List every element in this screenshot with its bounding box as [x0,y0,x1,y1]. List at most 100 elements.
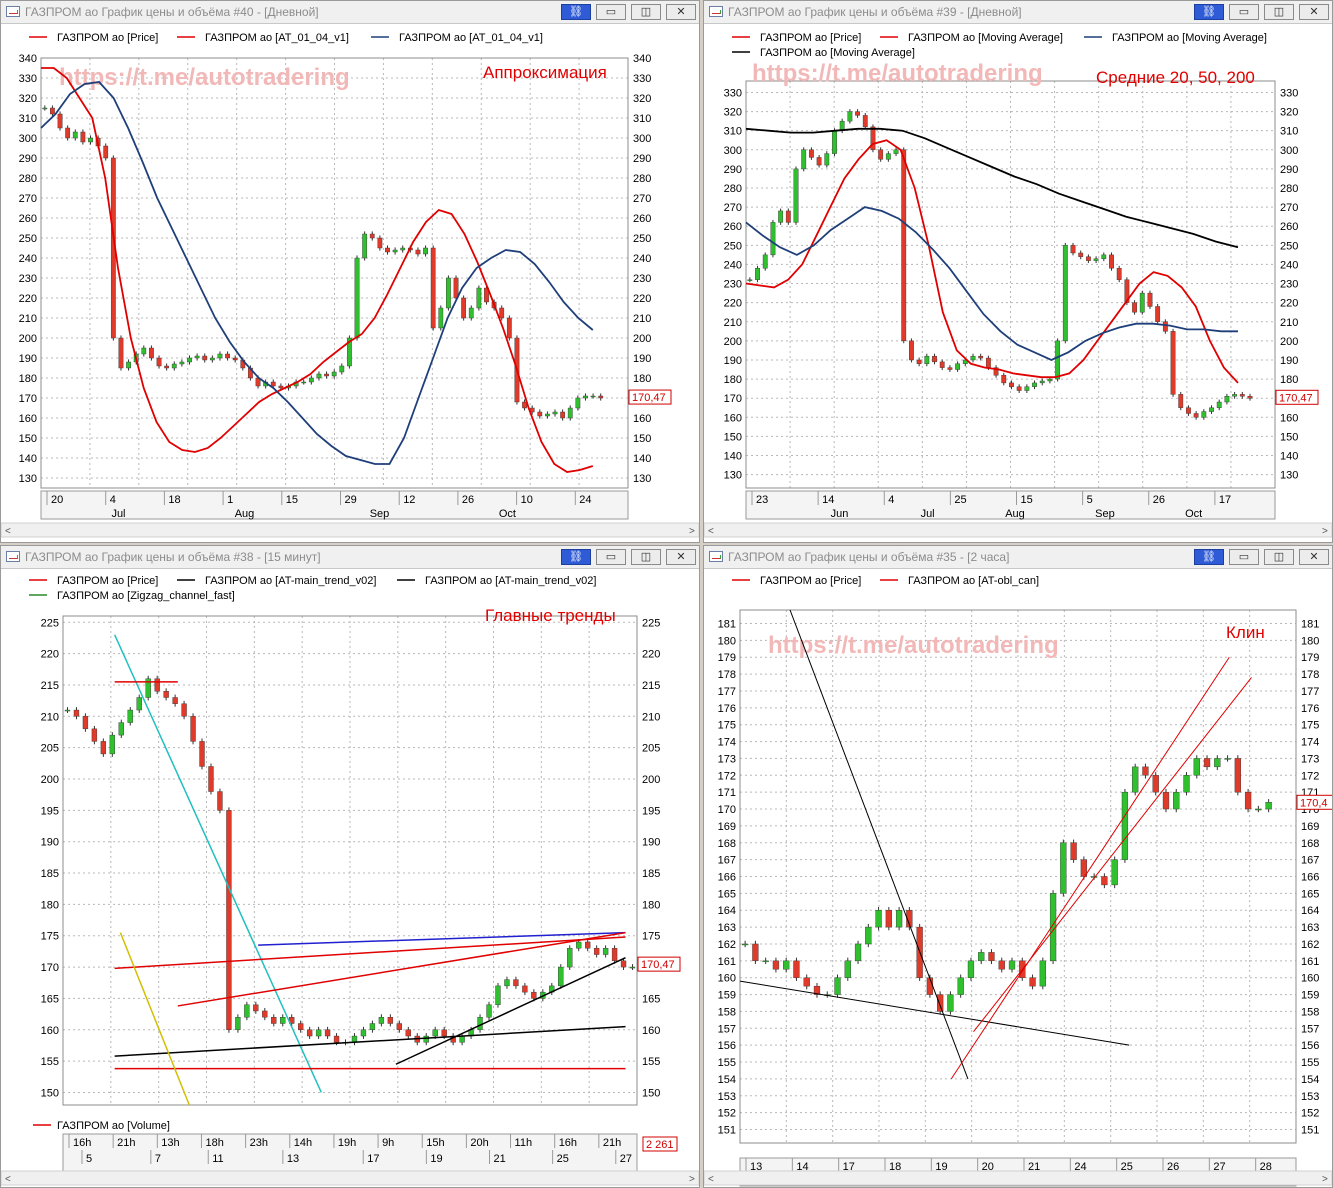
candle [895,910,903,928]
chart-app-icon [709,551,723,562]
candle [1203,758,1211,768]
y-tick-label: 175 [1301,720,1319,732]
window-titlebar[interactable]: ГАЗПРОМ ао График цены и объёма #39 - [Д… [704,1,1332,24]
candle [537,411,543,417]
legend-label: ГАЗПРОМ ао [Moving Average] [760,47,915,59]
y-tick-label: 260 [1280,221,1298,233]
candle [1101,876,1108,886]
close-icon[interactable]: ✕ [666,4,696,20]
y-tick-label: 290 [633,153,651,165]
candle [154,678,160,692]
legend-label: ГАЗПРОМ ао [AT_01_04_v1] [205,32,349,44]
x-tick-label: 4 [888,494,894,506]
candle [468,307,474,319]
y-tick-label: 290 [724,164,742,176]
candle [978,952,985,962]
y-tick-label: 180 [642,899,660,911]
link-icon[interactable]: ⛓ [1194,4,1224,20]
price-chart[interactable]: ГАЗПРОМ ао [Price] ГАЗПРОМ ао [Moving Ave… [704,23,1332,542]
candle [567,948,573,968]
y-tick-label: 220 [19,293,37,305]
x-tick-label: 16h [559,1137,577,1149]
y-tick-label: 240 [633,253,651,265]
chart-window-38[interactable]: ГАЗПРОМ ао График цены и объёма #38 - [1… [0,545,700,1188]
candle [576,941,582,949]
y-tick-label: 330 [724,87,742,99]
link-icon[interactable]: ⛓ [1194,549,1224,565]
candle [171,363,177,369]
chart-window-39[interactable]: ГАЗПРОМ ао График цены и объёма #39 - [Д… [703,0,1333,543]
y-tick-label: 210 [1280,317,1298,329]
price-chart[interactable]: ГАЗПРОМ ао [Price] ГАЗПРОМ ао [AT_01_04_v… [1,23,699,542]
candle [253,1004,259,1012]
candle [163,691,169,698]
candle [378,1017,385,1024]
scroll-left-icon: < [5,526,11,537]
y-tick-label: 240 [1280,259,1298,271]
candle [1214,758,1221,768]
chart-app-icon [6,6,20,17]
close-icon[interactable]: ✕ [666,549,696,565]
volume-box-frame [642,1136,678,1152]
minimize-icon[interactable]: ▭ [596,4,626,20]
trend-line [739,980,1130,1046]
price-box-frame [628,389,672,405]
x-tick-label: 13 [750,1161,762,1173]
candle [109,734,115,755]
candle [369,1023,376,1030]
trend-line [950,656,1230,1080]
maximize-icon[interactable]: ◫ [1264,549,1294,565]
y-tick-label: 170 [724,393,742,405]
y-tick-label: 173 [718,753,736,765]
candle [172,697,178,704]
watermark-text: https://t.me/autotradering [59,64,350,91]
minimize-icon[interactable]: ▭ [1229,549,1259,565]
y-tick-label: 195 [642,805,660,817]
candle [844,960,851,978]
link-icon[interactable]: ⛓ [561,549,591,565]
candle [893,149,899,154]
series-line [41,67,594,473]
candle [1224,396,1230,403]
window-titlebar[interactable]: ГАЗПРОМ ао График цены и объёма #35 - [2… [704,546,1332,569]
candle [499,307,505,319]
close-icon[interactable]: ✕ [1299,549,1329,565]
y-tick-label: 270 [633,193,651,205]
candle [57,113,63,129]
y-tick-label: 190 [724,355,742,367]
link-icon[interactable]: ⛓ [561,4,591,20]
scroll-right-icon: > [689,1174,695,1185]
y-tick-label: 181 [1301,618,1319,630]
maximize-icon[interactable]: ◫ [631,4,661,20]
window-titlebar[interactable]: ГАЗПРОМ ао График цены и объёма #38 - [1… [1,546,699,569]
candle [127,709,133,723]
x-tick-label: 20 [982,1161,994,1173]
candle [1155,306,1161,322]
candle [962,359,968,364]
y-tick-label: 180 [19,373,37,385]
price-chart[interactable]: ГАЗПРОМ ао [Price] ГАЗПРОМ ао [AT-main_tr… [1,568,699,1187]
y-tick-label: 200 [633,333,651,345]
chart-window-35[interactable]: ГАЗПРОМ ао График цены и объёма #35 - [2… [703,545,1333,1188]
maximize-icon[interactable]: ◫ [1264,4,1294,20]
candle [91,728,98,742]
window-titlebar[interactable]: ГАЗПРОМ ао График цены и объёма #40 - [Д… [1,1,699,24]
candle [199,741,205,767]
close-icon[interactable]: ✕ [1299,4,1329,20]
x-tick-label: 4 [110,494,116,506]
day-label: 5 [86,1153,92,1165]
minimize-icon[interactable]: ▭ [1229,4,1259,20]
maximize-icon[interactable]: ◫ [631,549,661,565]
price-chart[interactable]: ГАЗПРОМ ао [Price] ГАЗПРОМ ао [AT-obl_can… [704,568,1332,1187]
y-tick-label: 178 [718,669,736,681]
y-tick-label: 178 [1301,669,1319,681]
trend-line [113,634,322,1093]
y-tick-label: 200 [642,774,660,786]
y-tick-label: 200 [19,333,37,345]
y-tick-label: 157 [1301,1023,1319,1035]
candle [513,979,519,987]
minimize-icon[interactable]: ▭ [596,549,626,565]
chart-window-40[interactable]: ГАЗПРОМ ао График цены и объёма #40 - [Д… [0,0,700,543]
candle [531,991,537,999]
y-tick-label: 140 [633,453,651,465]
